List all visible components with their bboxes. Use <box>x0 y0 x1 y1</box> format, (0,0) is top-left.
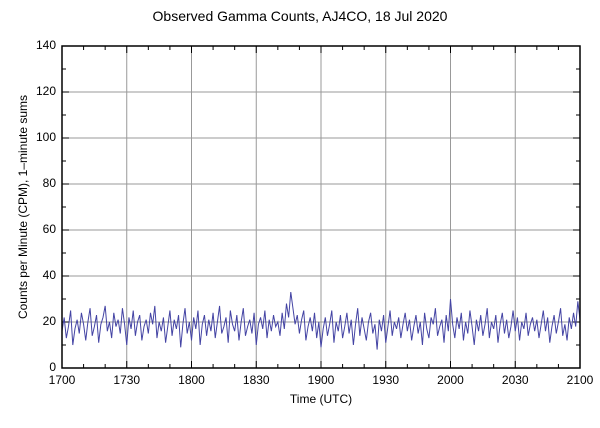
x-tick-label: 1930 <box>372 373 400 387</box>
data-line <box>61 292 581 350</box>
y-tick-label: 60 <box>42 222 56 236</box>
x-tick-label: 1800 <box>178 373 205 387</box>
x-tick-label: 1830 <box>242 373 270 387</box>
x-tick-label: 1730 <box>113 373 141 387</box>
x-tick-label: 2000 <box>437 373 464 387</box>
y-tick-label: 40 <box>42 268 56 282</box>
x-tick-label: 1700 <box>48 373 76 387</box>
x-tick-label: 1900 <box>307 373 335 387</box>
y-tick-label: 0 <box>49 360 56 374</box>
y-tick-label: 80 <box>42 176 56 190</box>
x-tick-label: 2030 <box>501 373 529 387</box>
y-tick-label: 120 <box>35 84 56 98</box>
x-tick-label: 2100 <box>566 373 594 387</box>
chart-title: Observed Gamma Counts, AJ4CO, 18 Jul 202… <box>152 8 448 24</box>
x-axis-label: Time (UTC) <box>289 392 353 406</box>
y-tick-label: 20 <box>42 314 56 328</box>
y-tick-label: 140 <box>35 38 56 52</box>
y-tick-label: 100 <box>35 130 56 144</box>
plot-border <box>61 45 581 369</box>
